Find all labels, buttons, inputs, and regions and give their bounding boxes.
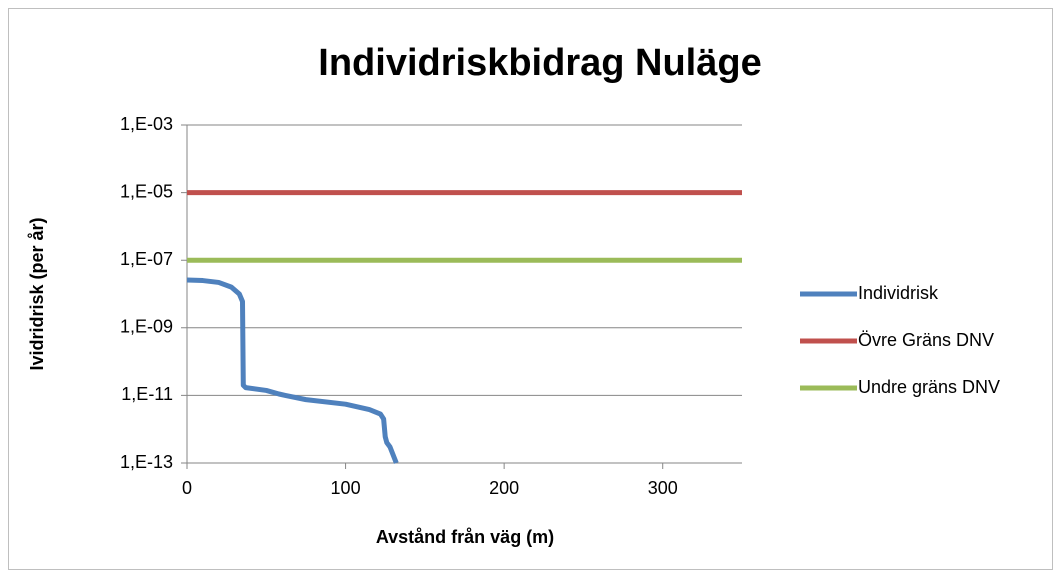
legend-label: Övre Gräns DNV	[858, 330, 994, 350]
x-tick-label: 300	[648, 478, 678, 498]
x-tick-label: 0	[182, 478, 192, 498]
y-tick-label: 1,E-03	[120, 114, 173, 134]
chart-frame	[8, 8, 1053, 570]
chart-title: Individriskbidrag Nuläge	[318, 42, 761, 84]
x-tick-label: 100	[331, 478, 361, 498]
line-series	[186, 277, 399, 464]
y-tick-label: 1,E-09	[120, 317, 173, 337]
y-tick-label: 1,E-13	[120, 452, 173, 472]
y-tick-label: 1,E-11	[121, 384, 173, 404]
legend-label: Undre gräns DNV	[858, 377, 1000, 397]
x-axis-label: Avstånd från väg (m)	[376, 527, 554, 547]
y-tick-label: 1,E-05	[120, 181, 173, 201]
legend-label: Individrisk	[858, 283, 939, 303]
y-tick-label: 1,E-07	[120, 249, 173, 269]
x-tick-label: 200	[489, 478, 519, 498]
y-axis-label: Ividridrisk (per år)	[27, 217, 47, 370]
